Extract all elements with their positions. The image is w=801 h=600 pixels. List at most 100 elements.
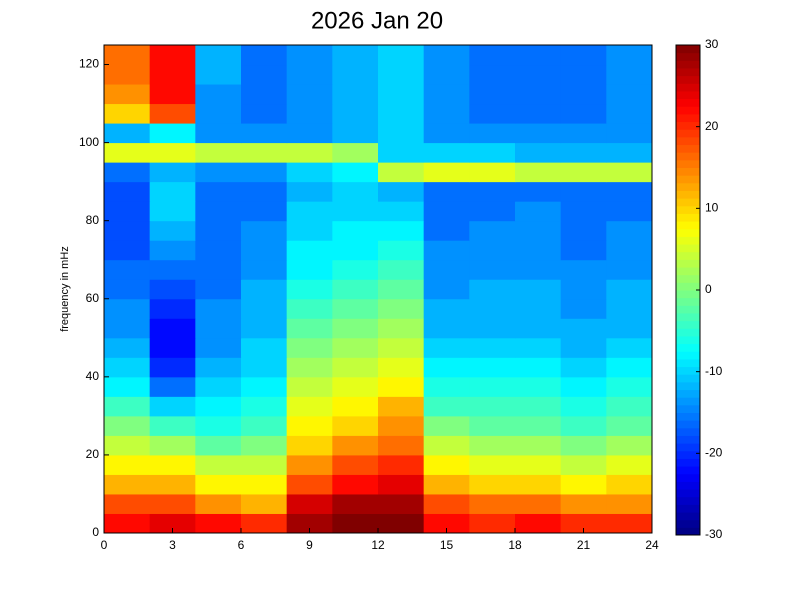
heatmap-cell: [241, 493, 288, 514]
heatmap-cell: [606, 415, 653, 436]
heatmap-cell: [104, 240, 151, 261]
heatmap-cell: [560, 337, 607, 358]
heatmap-cell: [149, 357, 196, 378]
x-tick-label: 18: [508, 538, 522, 552]
heatmap-cell: [104, 142, 151, 163]
heatmap-cell: [332, 513, 379, 534]
heatmap-cell: [241, 474, 288, 495]
heatmap-cell: [286, 337, 333, 358]
heatmap-cell: [195, 162, 242, 183]
y-tick-label: 20: [86, 447, 100, 461]
heatmap-cell: [469, 493, 516, 514]
heatmap-cell: [149, 142, 196, 163]
colorbar-swatch: [676, 519, 700, 528]
heatmap-cell: [149, 298, 196, 319]
heatmap-cell: [378, 123, 425, 144]
heatmap-cell: [332, 201, 379, 222]
heatmap-cell: [104, 201, 151, 222]
heatmap-cell: [560, 220, 607, 241]
heatmap-cell: [195, 84, 242, 105]
heatmap-cell: [149, 84, 196, 105]
heatmap-cell: [469, 201, 516, 222]
heatmap-cell: [378, 279, 425, 300]
heatmap-cell: [515, 474, 562, 495]
heatmap-cell: [378, 298, 425, 319]
heatmap-cell: [606, 396, 653, 417]
colorbar-swatch: [676, 450, 700, 459]
heatmap-cell: [286, 162, 333, 183]
heatmap-cell: [286, 513, 333, 534]
heatmap-cell: [515, 142, 562, 163]
heatmap-cell: [469, 318, 516, 339]
heatmap-cell: [149, 162, 196, 183]
heatmap-cell: [195, 376, 242, 397]
colorbar-swatch: [676, 458, 700, 467]
heatmap-cell: [606, 376, 653, 397]
heatmap-cell: [241, 162, 288, 183]
colorbar-swatch: [676, 374, 700, 383]
heatmap-cell: [378, 201, 425, 222]
colorbar-swatch: [676, 244, 700, 253]
heatmap-cell: [104, 123, 151, 144]
heatmap-cell: [195, 240, 242, 261]
heatmap-cell: [332, 474, 379, 495]
heatmap-cell: [104, 337, 151, 358]
heatmap-cell: [469, 415, 516, 436]
heatmap-cell: [286, 279, 333, 300]
heatmap-cell: [332, 240, 379, 261]
heatmap-cell: [332, 396, 379, 417]
heatmap-cell: [378, 162, 425, 183]
heatmap-cell: [515, 123, 562, 144]
heatmap-cell: [332, 84, 379, 105]
heatmap-cell: [104, 64, 151, 85]
heatmap-cell: [332, 415, 379, 436]
heatmap-cell: [195, 142, 242, 163]
heatmap-cell: [195, 181, 242, 202]
colorbar-swatch: [676, 489, 700, 498]
colorbar-swatch: [676, 129, 700, 138]
heatmap-cell: [560, 162, 607, 183]
heatmap-cell: [332, 298, 379, 319]
heatmap-cell: [332, 181, 379, 202]
heatmap-cell: [149, 240, 196, 261]
heatmap-cell: [332, 103, 379, 124]
colorbar-swatch: [676, 351, 700, 360]
heatmap-cell: [560, 357, 607, 378]
heatmap-cell: [332, 493, 379, 514]
heatmap-cell: [149, 123, 196, 144]
heatmap-cell: [104, 298, 151, 319]
colorbar-swatch: [676, 182, 700, 191]
heatmap-cell: [104, 318, 151, 339]
y-tick-label: 40: [86, 369, 100, 383]
heatmap-cell: [378, 376, 425, 397]
heatmap-cell: [332, 259, 379, 280]
colorbar-swatch: [676, 412, 700, 421]
heatmap-cell: [423, 513, 470, 534]
x-tick-label: 15: [440, 538, 454, 552]
heatmap-cell: [241, 298, 288, 319]
colorbar-swatch: [676, 527, 700, 536]
heatmap-cell: [469, 64, 516, 85]
heatmap-cell: [104, 259, 151, 280]
heatmap-cell: [195, 201, 242, 222]
colorbar-swatch: [676, 83, 700, 92]
heatmap-cell: [423, 84, 470, 105]
heatmap-cell: [286, 415, 333, 436]
heatmap-cell: [241, 240, 288, 261]
heatmap-cell: [515, 64, 562, 85]
heatmap-cell: [560, 474, 607, 495]
heatmap-cell: [286, 201, 333, 222]
heatmap-cell: [378, 454, 425, 475]
colorbar-swatch: [676, 60, 700, 69]
heatmap-cell: [286, 298, 333, 319]
colorbar-swatch: [676, 205, 700, 214]
heatmap-cell: [241, 513, 288, 534]
heatmap-cell: [286, 318, 333, 339]
colorbar-swatch: [676, 52, 700, 61]
y-tick-label: 60: [86, 291, 100, 305]
heatmap-cell: [332, 279, 379, 300]
heatmap-cell: [515, 318, 562, 339]
colorbar-swatch: [676, 213, 700, 222]
heatmap-cell: [469, 240, 516, 261]
heatmap-cell: [560, 454, 607, 475]
